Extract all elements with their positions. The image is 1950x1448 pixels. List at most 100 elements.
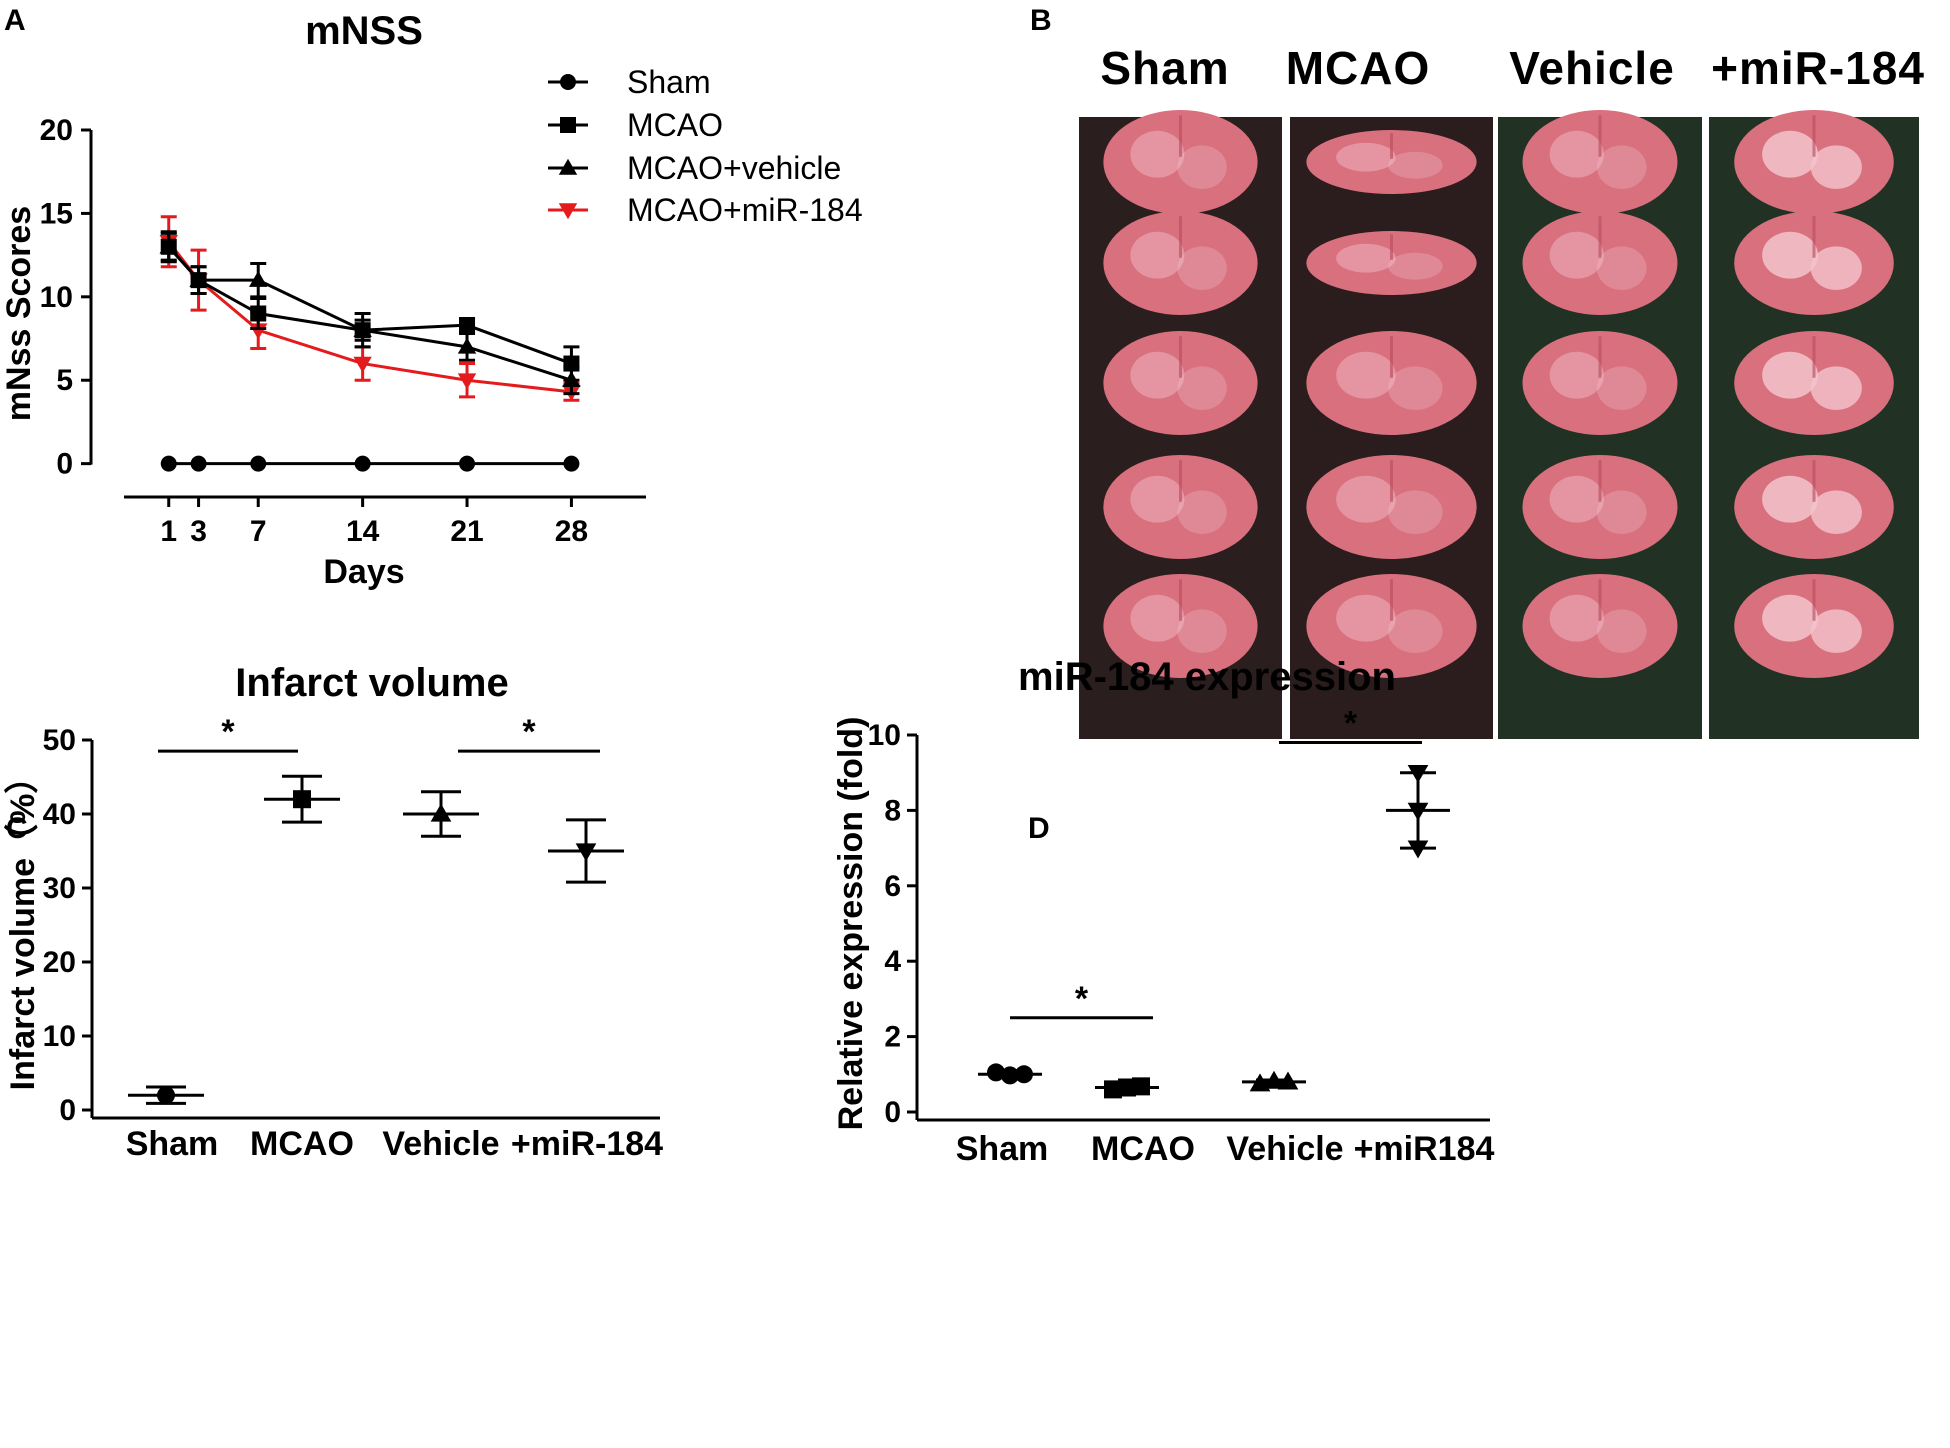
- y-tick-label: 0: [56, 448, 73, 481]
- y-tick-label: 10: [40, 281, 73, 314]
- legend-label: MCAO: [627, 107, 723, 143]
- chart-title: mNSS: [305, 9, 423, 53]
- data-point: [190, 455, 207, 472]
- x-tick-label: 14: [346, 515, 380, 548]
- data-point: [353, 320, 372, 337]
- y-tick-label: 0: [884, 1096, 901, 1129]
- slice-tissue: [1522, 574, 1678, 678]
- slice-highlight: [1762, 231, 1818, 279]
- significance-star: *: [1075, 980, 1089, 1018]
- slice-highlight: [1549, 130, 1604, 178]
- data-point: [189, 270, 208, 287]
- brain-slice: [1103, 574, 1258, 678]
- data-point: [1118, 1078, 1136, 1097]
- x-tick-label: 28: [555, 515, 588, 548]
- slice-highlight: [1549, 594, 1604, 642]
- y-tick-label: 20: [40, 114, 73, 147]
- slice-highlight: [1130, 594, 1185, 642]
- slice-highlight: [1336, 594, 1396, 642]
- slice-tissue: [1306, 130, 1477, 194]
- panel-letter-c: C: [6, 812, 28, 845]
- legend-marker: [558, 158, 578, 175]
- data-point: [562, 371, 581, 388]
- slice-highlight: [1596, 145, 1647, 190]
- panel-letter-b: B: [1030, 4, 1052, 37]
- slice-highlight: [1762, 594, 1818, 642]
- data-point: [1407, 765, 1429, 784]
- y-tick-label: 10: [868, 719, 901, 752]
- photo-column-label: Vehicle: [1509, 42, 1675, 94]
- legend-label: Sham: [627, 64, 711, 100]
- x-tick-label: Vehicle: [382, 1125, 499, 1163]
- slice-highlight: [1177, 609, 1227, 654]
- slice-highlight: [1130, 130, 1185, 178]
- brain-slice: [1103, 331, 1258, 435]
- y-tick-label: 5: [56, 364, 73, 397]
- brain-slice: [1522, 211, 1678, 315]
- slice-tissue: [1103, 331, 1258, 435]
- brain-slice: [1734, 455, 1894, 559]
- brain-slice: [1522, 574, 1678, 678]
- legend-marker: [558, 203, 578, 220]
- legend-marker: [560, 74, 576, 90]
- data-point: [353, 356, 372, 373]
- brain-slice: [1734, 211, 1894, 315]
- brain-slice: [1734, 574, 1894, 678]
- x-tick-label: MCAO: [1091, 1130, 1195, 1168]
- slice-highlight: [1762, 475, 1818, 523]
- data-point: [575, 843, 597, 862]
- slice-highlight: [1549, 231, 1604, 279]
- y-tick-label: 4: [884, 945, 901, 978]
- legend-label: MCAO+vehicle: [627, 150, 841, 186]
- slice-highlight: [1596, 609, 1647, 654]
- slice-tissue: [1103, 211, 1258, 315]
- slice-highlight: [1810, 609, 1862, 654]
- slice-highlight: [1596, 366, 1647, 411]
- data-point: [249, 270, 268, 287]
- slice-highlight: [1810, 145, 1862, 190]
- slice-tissue: [1103, 455, 1258, 559]
- data-point: [1132, 1077, 1150, 1096]
- x-tick-label: +miR-184: [511, 1125, 663, 1163]
- slice-highlight: [1336, 475, 1396, 523]
- x-tick-label: Vehicle: [1226, 1130, 1343, 1168]
- photo-column-label: +miR-184: [1711, 42, 1925, 94]
- brain-slice: [1103, 211, 1258, 315]
- data-point: [250, 305, 267, 322]
- slice-highlight: [1810, 246, 1862, 291]
- data-point: [1104, 1080, 1122, 1099]
- brain-slice: [1103, 110, 1258, 214]
- data-point: [157, 1086, 175, 1105]
- significance-star: *: [221, 713, 235, 751]
- x-tick-label: 7: [250, 515, 267, 548]
- slice-tissue: [1306, 574, 1477, 678]
- y-axis-label: mNss Scores: [0, 206, 38, 421]
- brain-slice: [1103, 455, 1258, 559]
- y-tick-label: 10: [43, 1020, 76, 1053]
- slice-highlight: [1177, 145, 1227, 190]
- slice-highlight: [1549, 351, 1604, 399]
- slice-tissue: [1522, 211, 1678, 315]
- x-tick-label: 3: [190, 515, 207, 548]
- y-tick-label: 2: [884, 1021, 901, 1054]
- brain-slice: [1306, 130, 1477, 194]
- slice-highlight: [1810, 490, 1862, 535]
- slice-tissue: [1522, 455, 1678, 559]
- data-point: [250, 455, 267, 472]
- slice-tissue: [1306, 231, 1477, 295]
- data-point: [160, 455, 177, 472]
- data-point: [293, 790, 311, 809]
- data-point: [459, 455, 476, 472]
- slice-highlight: [1762, 351, 1818, 399]
- data-point: [1001, 1066, 1019, 1085]
- photo-column-label: Sham: [1100, 42, 1229, 94]
- brain-slice: [1306, 455, 1477, 559]
- y-tick-label: 50: [43, 724, 76, 757]
- x-tick-label: 1: [160, 515, 177, 548]
- brain-slice: [1306, 331, 1477, 435]
- data-point: [1407, 840, 1429, 859]
- data-point: [457, 337, 477, 354]
- slice-tissue: [1306, 331, 1477, 435]
